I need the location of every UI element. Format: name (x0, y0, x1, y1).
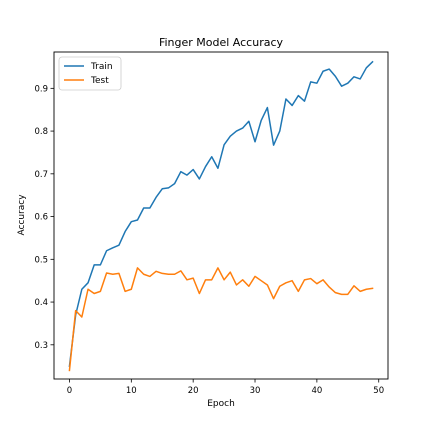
y-tick-label: 0.3 (34, 341, 48, 351)
x-tick-label: 10 (126, 386, 137, 396)
legend-test-label: Test (90, 76, 109, 86)
y-tick-label: 0.8 (34, 127, 48, 137)
legend: Train Test (58, 56, 122, 91)
x-tick-label: 40 (311, 386, 322, 396)
x-axis-ticks: 0 10 20 30 40 50 (67, 379, 384, 396)
series-line-train (68, 60, 374, 368)
series-line-test (68, 267, 374, 372)
legend-train-label: Train (90, 62, 113, 72)
chart-title: Finger Model Accuracy (159, 36, 284, 49)
y-axis-label: Accuracy (17, 194, 27, 236)
x-tick-label: 0 (67, 386, 72, 396)
x-tick-label: 20 (188, 386, 199, 396)
y-tick-label: 0.5 (34, 255, 48, 265)
y-tick-label: 0.4 (34, 298, 48, 308)
x-axis-label: Epoch (207, 399, 235, 409)
plot-area: 0 10 20 30 40 50 0.3 0.4 0.5 0.6 0.7 0.8 0.9 (34, 51, 389, 396)
x-tick-label: 50 (373, 386, 384, 396)
y-tick-label: 0.7 (34, 170, 48, 180)
y-tick-label: 0.9 (34, 84, 48, 94)
x-tick-label: 30 (250, 386, 261, 396)
y-tick-label: 0.6 (34, 213, 48, 223)
y-axis-ticks: 0.3 0.4 0.5 0.6 0.7 0.8 0.9 (34, 84, 54, 351)
series-lines (68, 60, 374, 372)
axes-frame (53, 51, 389, 380)
